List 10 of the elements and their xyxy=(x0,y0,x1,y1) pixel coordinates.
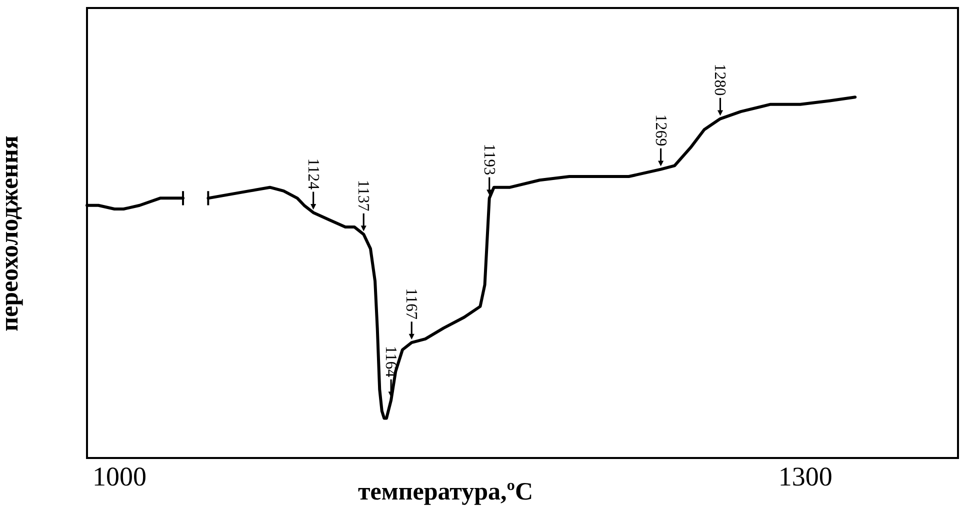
annotation: 1280 xyxy=(711,64,728,96)
x-tick-label: 1300 xyxy=(778,462,832,492)
annotation: 1193 xyxy=(480,144,498,176)
y-axis-title: переохолодження xyxy=(0,136,24,332)
annotation: 1124 xyxy=(304,158,322,190)
x-tick-label: 1000 xyxy=(92,462,147,492)
annotation: 1269 xyxy=(652,114,669,146)
annotation: 1167 xyxy=(402,288,420,320)
x-axis-title: температура,ºC xyxy=(358,478,534,506)
annotation: 1137 xyxy=(354,180,372,212)
